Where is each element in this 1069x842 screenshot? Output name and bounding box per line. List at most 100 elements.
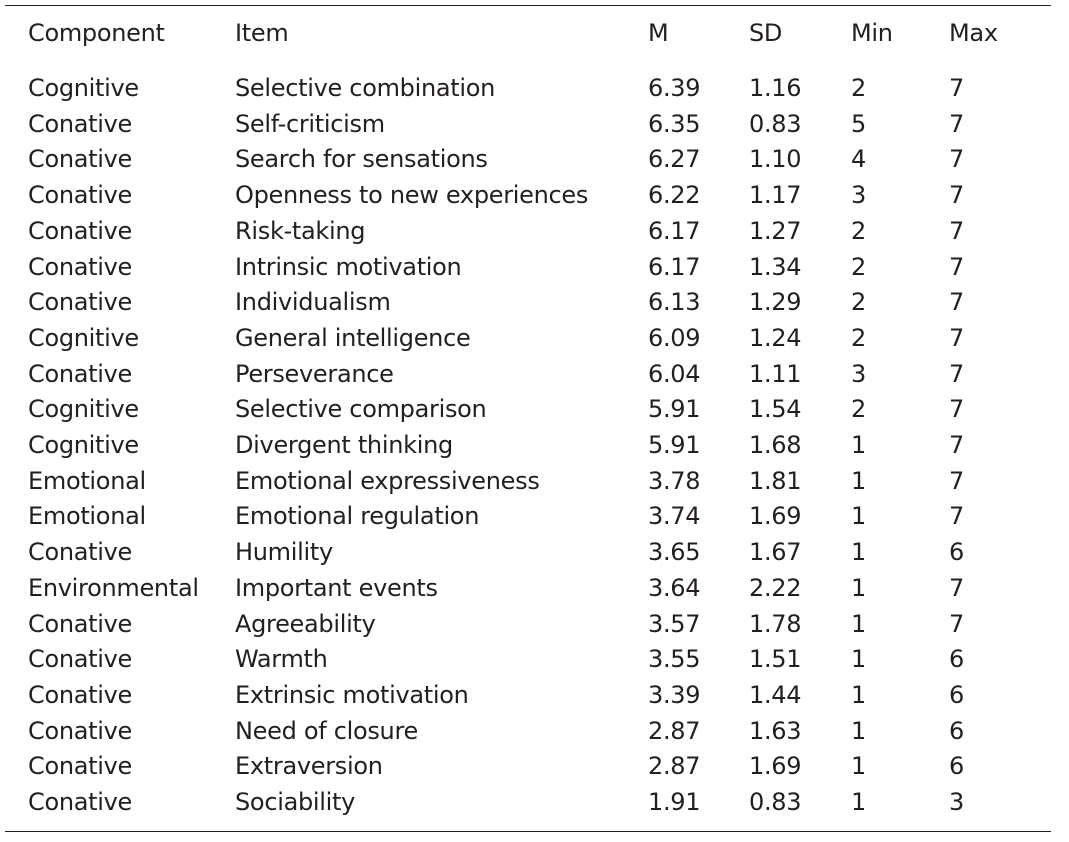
table-row: Conative Intrinsic motivation 6.17 1.34 2 7 xyxy=(5,250,1051,286)
cell-mean: 3.39 xyxy=(648,680,701,709)
cell-item: Humility xyxy=(235,538,333,567)
cell-item: Important events xyxy=(235,573,438,602)
cell-sd: 1.69 xyxy=(749,752,802,781)
cell-max: 7 xyxy=(949,609,964,638)
cell-min: 1 xyxy=(851,680,866,709)
cell-max: 3 xyxy=(949,788,964,817)
cell-mean: 3.57 xyxy=(648,609,701,638)
cell-min: 2 xyxy=(851,395,866,424)
table-row: Conative Need of closure 2.87 1.63 1 6 xyxy=(5,714,1051,750)
cell-component: Cognitive xyxy=(28,323,139,352)
cell-max: 6 xyxy=(949,538,964,567)
cell-component: Conative xyxy=(28,680,133,709)
cell-item: Selective combination xyxy=(235,74,496,102)
cell-component: Cognitive xyxy=(28,395,139,424)
cell-sd: 1.10 xyxy=(749,145,802,174)
cell-sd: 0.83 xyxy=(749,788,802,817)
cell-sd: 1.44 xyxy=(749,680,802,709)
cell-item: Individualism xyxy=(235,288,391,317)
table-top-rule xyxy=(5,5,1051,6)
table-bottom-rule xyxy=(5,830,1051,832)
table-row: Emotional Emotional expressiveness 3.78 1.8… xyxy=(5,464,1051,500)
header-mean: M xyxy=(648,19,669,47)
stats-table: Component Item M SD Min Max Cognitive Sel… xyxy=(5,6,1051,831)
cell-mean: 1.91 xyxy=(648,788,701,817)
cell-sd: 1.11 xyxy=(749,359,802,388)
cell-min: 1 xyxy=(851,431,866,460)
cell-max: 7 xyxy=(949,502,964,531)
cell-min: 1 xyxy=(851,538,866,567)
cell-max: 6 xyxy=(949,645,964,674)
cell-component: Conative xyxy=(28,252,133,281)
cell-min: 1 xyxy=(851,609,866,638)
cell-mean: 6.35 xyxy=(648,109,701,138)
table-row: Conative Extrinsic motivation 3.39 1.44 1 6 xyxy=(5,678,1051,714)
table-row: Cognitive Selective combination 6.39 1.16 2 7 xyxy=(5,60,1051,107)
cell-component: Conative xyxy=(28,359,133,388)
cell-sd: 1.63 xyxy=(749,716,802,745)
cell-sd: 1.34 xyxy=(749,252,802,281)
cell-component: Conative xyxy=(28,716,133,745)
cell-mean: 6.22 xyxy=(648,181,701,210)
cell-component: Environmental xyxy=(28,573,199,602)
header-sd: SD xyxy=(749,19,783,47)
cell-component: Conative xyxy=(28,216,133,245)
cell-mean: 3.65 xyxy=(648,538,701,567)
cell-component: Conative xyxy=(28,752,133,781)
cell-sd: 1.69 xyxy=(749,502,802,531)
cell-min: 3 xyxy=(851,181,866,210)
cell-sd: 1.81 xyxy=(749,466,802,495)
cell-min: 2 xyxy=(851,323,866,352)
cell-item: General intelligence xyxy=(235,323,471,352)
cell-mean: 5.91 xyxy=(648,431,701,460)
header-component: Component xyxy=(28,19,165,47)
cell-item: Risk-taking xyxy=(235,216,366,245)
cell-max: 7 xyxy=(949,288,964,317)
cell-max: 7 xyxy=(949,431,964,460)
cell-max: 7 xyxy=(949,252,964,281)
cell-mean: 6.27 xyxy=(648,145,701,174)
table-row: Environmental Important events 3.64 2.22 1 7 xyxy=(5,571,1051,607)
cell-component: Conative xyxy=(28,645,133,674)
cell-min: 2 xyxy=(851,252,866,281)
cell-min: 4 xyxy=(851,145,866,174)
cell-item: Intrinsic motivation xyxy=(235,252,462,281)
cell-item: Divergent thinking xyxy=(235,431,453,460)
cell-max: 6 xyxy=(949,716,964,745)
cell-item: Emotional regulation xyxy=(235,502,480,531)
cell-max: 7 xyxy=(949,573,964,602)
cell-min: 2 xyxy=(851,288,866,317)
table-row: Conative Perseverance 6.04 1.11 3 7 xyxy=(5,357,1051,393)
cell-min: 1 xyxy=(851,788,866,817)
cell-component: Conative xyxy=(28,288,133,317)
cell-max: 6 xyxy=(949,680,964,709)
cell-mean: 3.74 xyxy=(648,502,701,531)
cell-sd: 1.24 xyxy=(749,323,802,352)
table-row: Conative Warmth 3.55 1.51 1 6 xyxy=(5,642,1051,678)
cell-component: Conative xyxy=(28,538,133,567)
table-row: Cognitive Selective comparison 5.91 1.54 2 7 xyxy=(5,392,1051,428)
table-row: Emotional Emotional regulation 3.74 1.69 1 7 xyxy=(5,499,1051,535)
cell-max: 7 xyxy=(949,359,964,388)
cell-max: 7 xyxy=(949,216,964,245)
cell-item: Extrinsic motivation xyxy=(235,680,469,709)
cell-item: Emotional expressiveness xyxy=(235,466,540,495)
cell-item: Sociability xyxy=(235,788,356,817)
cell-max: 7 xyxy=(949,145,964,174)
cell-component: Conative xyxy=(28,788,133,817)
header-item: Item xyxy=(235,19,289,47)
cell-sd: 1.29 xyxy=(749,288,802,317)
cell-item: Perseverance xyxy=(235,359,394,388)
cell-mean: 5.91 xyxy=(648,395,701,424)
cell-mean: 3.55 xyxy=(648,645,701,674)
table-row: Conative Search for sensations 6.27 1.10 4 7 xyxy=(5,142,1051,178)
cell-component: Conative xyxy=(28,109,133,138)
header-row: Component Item M SD Min Max xyxy=(5,6,1051,60)
cell-component: Conative xyxy=(28,145,133,174)
cell-max: 7 xyxy=(949,323,964,352)
cell-component: Conative xyxy=(28,181,133,210)
cell-component: Emotional xyxy=(28,502,146,531)
table-row: Conative Risk-taking 6.17 1.27 2 7 xyxy=(5,214,1051,250)
cell-sd: 2.22 xyxy=(749,573,802,602)
cell-sd: 1.51 xyxy=(749,645,802,674)
